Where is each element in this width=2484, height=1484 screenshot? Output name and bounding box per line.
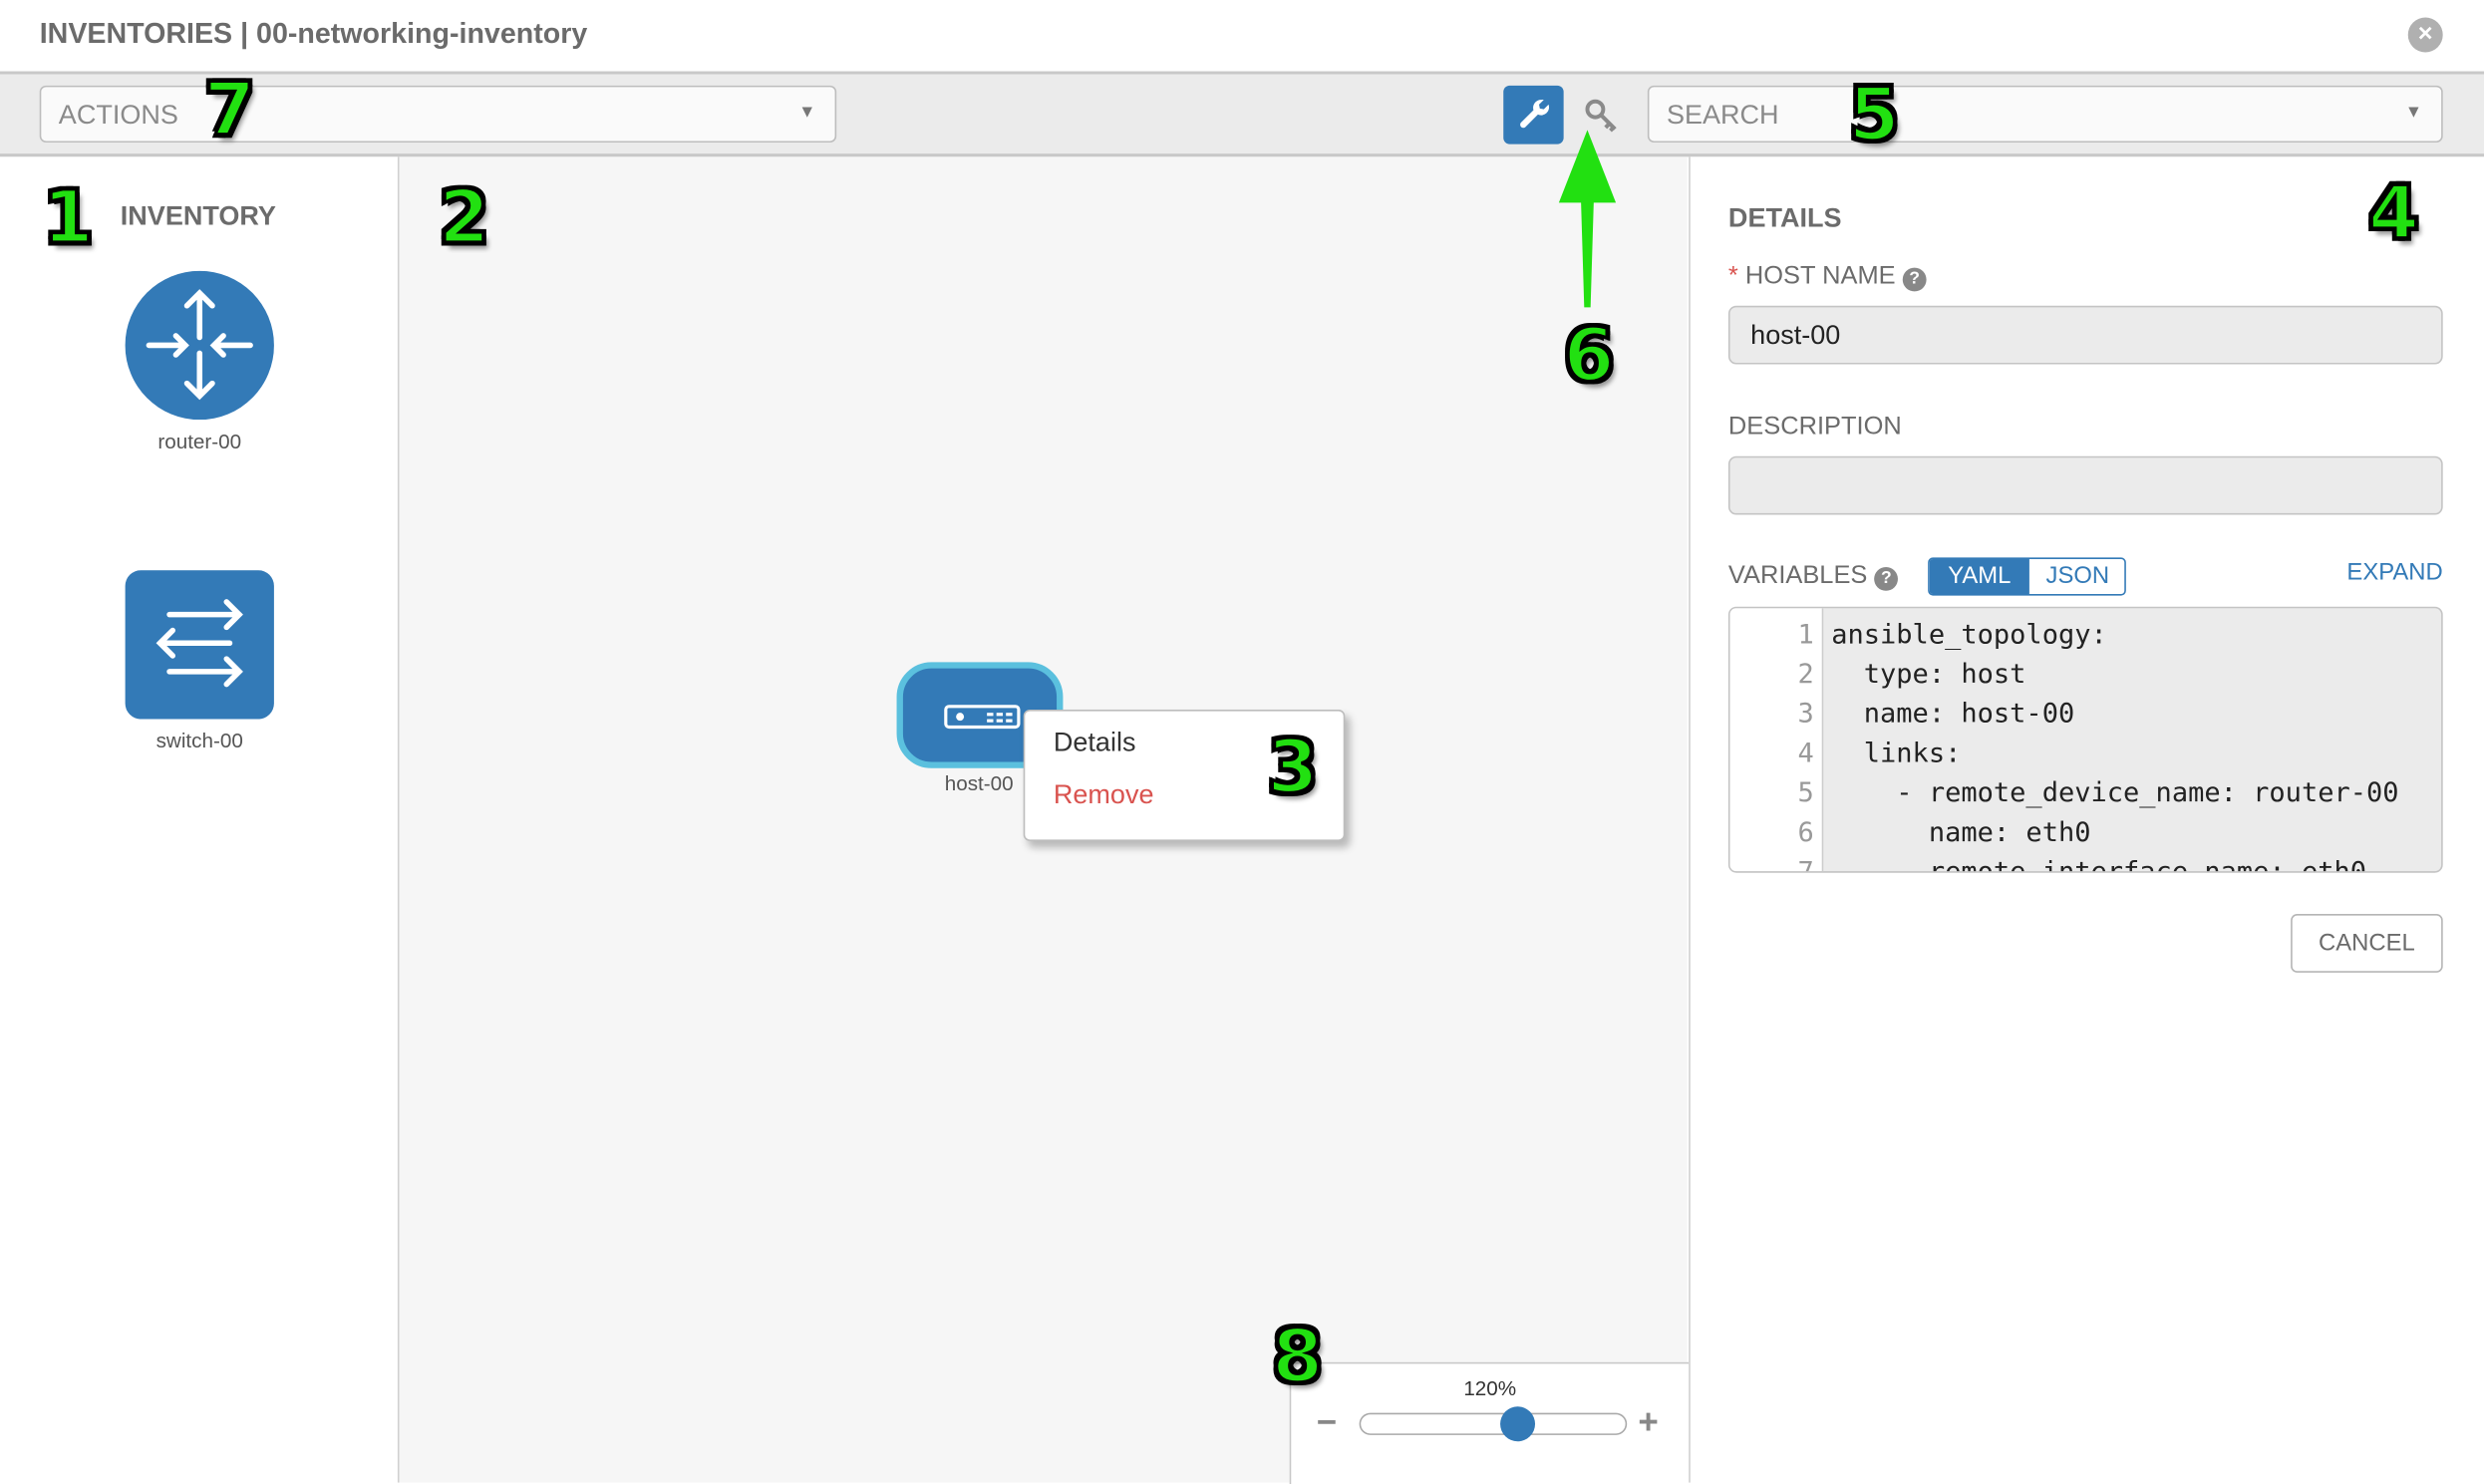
json-toggle[interactable]: JSON [2045,562,2110,590]
code-line: name: host-00 [1831,698,2075,731]
line-number: 2 [1797,659,1814,691]
cancel-button[interactable]: CANCEL [2291,914,2443,973]
switch-icon [125,570,274,720]
annotation-1: 1 [41,173,95,260]
required-asterisk: * [1727,262,1738,290]
code-line: - remote_device_name: router-00 [1831,777,2399,810]
line-number: 6 [1797,817,1814,849]
annotation-2: 2 [438,173,491,260]
close-icon[interactable]: × [2407,17,2443,53]
wrench-mode-button[interactable] [1503,85,1564,145]
host-icon [944,705,1021,730]
variables-label-text: VARIABLES [1727,562,1868,590]
help-icon[interactable]: ? [1874,566,1899,591]
line-number: 7 [1797,856,1814,873]
line-number: 5 [1797,777,1814,810]
chevron-down-icon: ▼ [798,103,816,123]
details-title: DETAILS [1727,202,1842,233]
annotation-4: 4 [2366,169,2420,255]
actions-dropdown[interactable]: ACTIONS ▼ [39,85,837,144]
annotation-3: 3 [1266,724,1320,810]
code-line: ansible_topology: [1831,619,2107,652]
line-number-gutter [1729,608,1824,872]
expand-link[interactable]: EXPAND [2346,559,2443,587]
zoom-slider-thumb[interactable] [1500,1406,1536,1442]
zoom-in-button[interactable]: + [1638,1401,1659,1442]
context-menu: Details Remove [1023,710,1346,841]
host-name-label: * HOST NAME ? [1728,263,1927,292]
line-number: 1 [1797,619,1814,652]
description-label: DESCRIPTION [1727,413,1902,441]
description-input[interactable] [1727,455,2443,515]
help-icon[interactable]: ? [1902,267,1927,292]
menu-item-remove[interactable]: Remove [1053,778,1154,810]
page-title: INVENTORIES | 00-networking-inventory [39,17,588,50]
annotation-5: 5 [1847,71,1901,157]
title-bar: INVENTORIES | 00-networking-inventory × [0,0,2484,75]
line-number: 3 [1797,698,1814,731]
format-toggle: YAML JSON [1928,557,2126,596]
line-number: 4 [1797,738,1814,770]
inventory-sidebar: INVENTORY router-00 switch-00 [0,156,400,1483]
host-name-input[interactable]: host-00 [1727,305,2443,365]
zoom-slider[interactable] [1359,1412,1628,1435]
sidebar-item-label: router-00 [157,429,242,453]
router-icon [125,270,274,421]
code-line: remote_interface_name: eth0 [1831,856,2367,873]
actions-label: ACTIONS [58,100,178,131]
code-line: name: eth0 [1831,817,2091,849]
annotation-6: 6 [1562,312,1616,398]
code-line: type: host [1831,659,2026,691]
sidebar-item-switch[interactable] [125,570,274,720]
variables-label: VARIABLES ? [1727,562,1899,591]
search-dropdown[interactable]: SEARCH ▼ [1647,85,2443,144]
yaml-toggle[interactable]: YAML [1929,559,2029,594]
code-line: links: [1831,738,1962,770]
host-name-label-text: HOST NAME [1744,262,1896,290]
sidebar-title: INVENTORY [120,200,276,232]
wrench-icon [1520,100,1550,129]
annotation-7: 7 [202,66,256,152]
annotation-arrow-icon [1558,130,1617,308]
zoom-panel: 120% − + [1289,1361,1690,1484]
sidebar-item-label: switch-00 [155,729,243,752]
chevron-down-icon: ▼ [2404,103,2423,123]
annotation-8: 8 [1271,1313,1325,1399]
zoom-level: 120% [1463,1376,1517,1400]
zoom-out-button[interactable]: − [1316,1401,1338,1442]
search-placeholder: SEARCH [1666,100,1779,131]
menu-item-details[interactable]: Details [1053,727,1136,757]
key-mode-button[interactable] [1581,95,1622,136]
host-name-value: host-00 [1750,320,1841,351]
sidebar-item-router[interactable] [125,270,274,421]
variables-editor[interactable]: 1 ansible_topology: 2 type: host 3 name: ho… [1727,606,2443,873]
host-node-label: host-00 [944,770,1014,795]
key-icon [1585,99,1617,133]
